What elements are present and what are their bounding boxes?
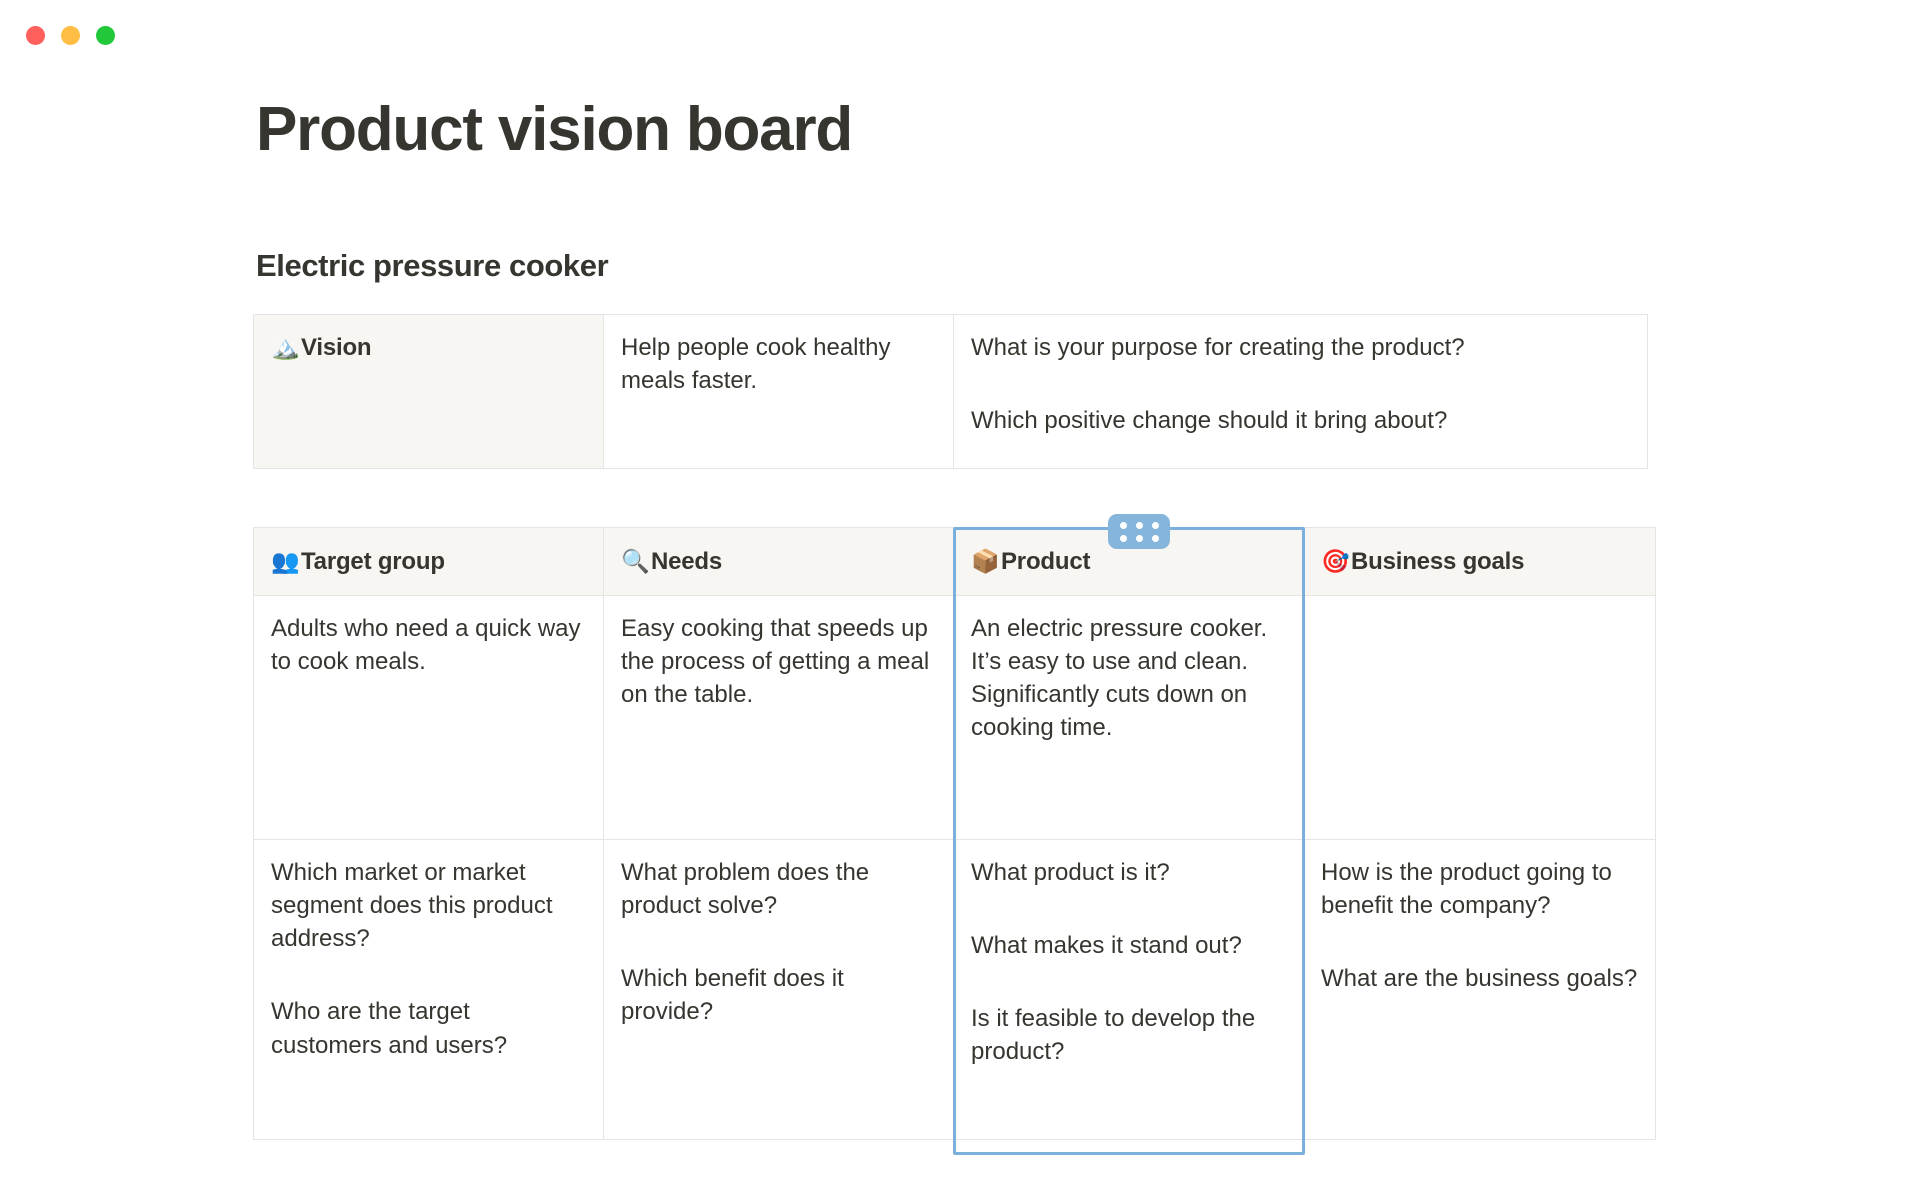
minimize-window-button[interactable] <box>61 26 80 45</box>
vision-header-label: Vision <box>301 334 372 361</box>
drag-dot <box>1151 521 1159 529</box>
column-header-needs[interactable]: 🔍Needs <box>603 526 954 597</box>
column-header-target-group[interactable]: 👥Target group <box>253 526 604 597</box>
answer-cell-needs[interactable]: Easy cooking that speeds up the process … <box>603 595 954 841</box>
maximize-window-button[interactable] <box>96 26 115 45</box>
window-titlebar <box>0 0 1920 70</box>
prompt-text: Which benefit does it provide? <box>621 965 844 1026</box>
prompt-text: What are the business goals? <box>1321 965 1638 993</box>
direct-hit-target-icon: 🎯 <box>1321 548 1350 574</box>
busts-in-silhouette-icon: 👥 <box>271 548 300 574</box>
drag-dots-row <box>1119 534 1159 542</box>
vision-prompt-2: Which positive change should it bring ab… <box>971 407 1448 435</box>
column-header-label: Business goals <box>1351 548 1525 575</box>
prompt-cell-needs[interactable]: What problem does the product solve? Whi… <box>603 839 954 1141</box>
drag-dot <box>1151 534 1159 542</box>
answer-cell-target-group[interactable]: Adults who need a quick way to cook meal… <box>253 595 604 841</box>
answer-cell-product[interactable]: An electric pressure cooker. It’s easy t… <box>953 595 1304 841</box>
prompt-text: What makes it stand out? <box>971 932 1242 960</box>
column-header-label: Product <box>1001 548 1091 575</box>
snow-capped-mountain-icon: 🏔️ <box>271 334 300 360</box>
package-icon: 📦 <box>971 548 1000 574</box>
prompt-text: Who are the target customers and users? <box>271 998 508 1059</box>
drag-dot <box>1119 534 1127 542</box>
prompt-text: Is it feasible to develop the product? <box>971 1005 1256 1066</box>
answer-text: Easy cooking that speeds up the process … <box>621 615 930 709</box>
table-row: Adults who need a quick way to cook meal… <box>253 595 1656 841</box>
column-header-business-goals[interactable]: 🎯Business goals <box>1303 526 1656 597</box>
vision-board-table: 👥Target group 🔍Needs 📦Product 🎯Business … <box>253 526 1656 1141</box>
vision-prompt-cell[interactable]: What is your purpose for creating the pr… <box>953 314 1648 469</box>
answer-text: Adults who need a quick way to cook meal… <box>271 615 581 676</box>
vision-answer-cell[interactable]: Help people cook healthy meals faster. <box>603 314 954 469</box>
table-row: 🏔️Vision Help people cook healthy meals … <box>253 314 1648 469</box>
column-header-label: Needs <box>651 548 723 575</box>
prompt-text: What problem does the product solve? <box>621 859 870 920</box>
vision-header-cell[interactable]: 🏔️Vision <box>253 314 604 469</box>
answer-cell-business-goals[interactable] <box>1303 595 1656 841</box>
traffic-light-buttons <box>26 26 115 45</box>
vision-prompt-1: What is your purpose for creating the pr… <box>971 334 1465 361</box>
page-subtitle[interactable]: Electric pressure cooker <box>256 248 609 283</box>
column-header-label: Target group <box>301 548 445 575</box>
drag-dots-row <box>1119 521 1159 529</box>
prompt-cell-target-group[interactable]: Which market or market segment does this… <box>253 839 604 1141</box>
vision-table: 🏔️Vision Help people cook healthy meals … <box>253 314 1648 469</box>
prompt-text: Which market or market segment does this… <box>271 859 553 953</box>
table-header-row: 👥Target group 🔍Needs 📦Product 🎯Business … <box>253 526 1656 597</box>
column-drag-handle[interactable] <box>1108 514 1170 549</box>
prompt-cell-product[interactable]: What product is it? What makes it stand … <box>953 839 1304 1141</box>
page-title[interactable]: Product vision board <box>256 95 853 164</box>
drag-dot <box>1119 521 1127 529</box>
table-row: Which market or market segment does this… <box>253 839 1656 1141</box>
drag-dot <box>1135 534 1143 542</box>
prompt-cell-business-goals[interactable]: How is the product going to benefit the … <box>1303 839 1656 1141</box>
prompt-text: How is the product going to benefit the … <box>1321 859 1612 920</box>
answer-text: An electric pressure cooker. It’s easy t… <box>971 615 1268 742</box>
drag-dot <box>1135 521 1143 529</box>
vision-answer-text: Help people cook healthy meals faster. <box>621 334 891 395</box>
close-window-button[interactable] <box>26 26 45 45</box>
magnifying-glass-icon: 🔍 <box>621 548 650 574</box>
prompt-text: What product is it? <box>971 859 1170 887</box>
